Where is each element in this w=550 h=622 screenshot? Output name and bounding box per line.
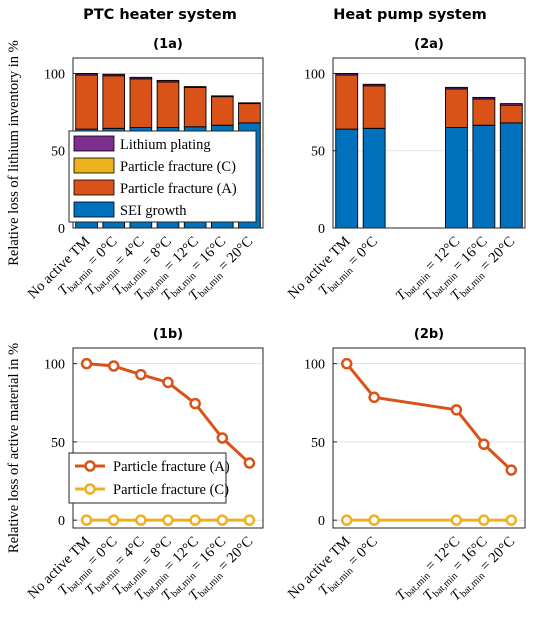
bar-segment-lithium-plating	[445, 86, 468, 90]
legend-swatch-sei-growth	[73, 201, 115, 218]
y-tick-label: 50	[311, 145, 325, 160]
column-title-ptc: PTC heater system	[83, 7, 237, 23]
bar-segment-particle-fracture-a	[129, 78, 153, 128]
bar-segment-lithium-plating	[102, 73, 126, 77]
panel-title: (2a)	[414, 37, 444, 52]
y-tick-label: 100	[44, 358, 65, 373]
bar-segment-particle-fracture-a	[335, 74, 359, 130]
bar-segment-lithium-plating	[238, 102, 261, 105]
data-point-particle-fracture-a	[189, 397, 201, 410]
bar-segment-lithium-plating	[156, 79, 180, 83]
bar-segment-particle-fracture-a	[445, 88, 468, 128]
y-tick-label: 0	[58, 222, 65, 237]
data-point-particle-fracture-c	[216, 514, 229, 526]
data-point-particle-fracture-a	[216, 432, 229, 444]
bar-segment-lithium-plating	[362, 83, 386, 87]
panel-title: (1b)	[153, 327, 183, 342]
bar-segment-sei-growth	[472, 124, 496, 229]
data-point-particle-fracture-a	[505, 464, 518, 476]
legend-label-particle-fracture-a: Particle fracture (A)	[120, 181, 237, 197]
y-tick-label: 0	[318, 514, 325, 529]
bar-segment-sei-growth	[445, 127, 468, 229]
legend-label-sei-growth: SEI growth	[120, 203, 187, 219]
bar-segment-sei-growth	[335, 128, 359, 229]
bar-segment-particle-fracture-a	[499, 104, 523, 124]
y-tick-label: 0	[318, 222, 325, 237]
data-point-particle-fracture-a	[135, 368, 147, 381]
legend-swatch-particle-fracture-a	[73, 179, 115, 196]
bar-segment-particle-fracture-a	[183, 86, 207, 128]
data-point-particle-fracture-c	[135, 514, 147, 526]
chart-1b-lam-ptc: 0 50 100 (1b) Relative loss of active materi…	[6, 327, 264, 604]
legend-label-particle-fracture-a: Particle fracture (A)	[113, 459, 230, 475]
y-axis-label: Relative loss of lithium inventory in %	[6, 40, 22, 266]
bar-segment-lithium-plating	[335, 73, 359, 76]
data-point-particle-fracture-c	[162, 514, 174, 526]
bar-segment-lithium-plating	[75, 73, 98, 76]
data-point-particle-fracture-c	[450, 514, 463, 526]
panel-title: (1a)	[153, 37, 183, 52]
data-point-particle-fracture-a	[162, 376, 174, 389]
data-point-particle-fracture-a	[107, 360, 120, 372]
bar-segment-lithium-plating	[210, 95, 234, 98]
data-point-particle-fracture-a	[368, 391, 380, 404]
axes-frame	[332, 57, 526, 229]
bar-segment-lithium-plating	[183, 86, 207, 88]
bar-segment-lithium-plating	[472, 96, 496, 100]
y-tick-label: 50	[51, 436, 65, 451]
legend-label-particle-fracture-c: Particle fracture (C)	[120, 159, 236, 175]
data-point-particle-fracture-a	[340, 357, 353, 370]
chart-1a-lli-ptc: 0 50 100 (1a) Relative loss of lithium inven…	[6, 37, 264, 304]
data-point-particle-fracture-c	[478, 514, 490, 526]
data-point-particle-fracture-c	[368, 514, 380, 526]
data-point-particle-fracture-c	[340, 514, 353, 526]
bar-segment-particle-fracture-a	[102, 75, 126, 129]
legend-swatch-lithium-plating	[73, 135, 115, 152]
bar-segment-lithium-plating	[499, 103, 523, 106]
bar-segment-particle-fracture-a	[472, 98, 496, 126]
axes-frame	[332, 347, 526, 529]
data-point-particle-fracture-c	[107, 514, 120, 526]
column-title-heat-pump: Heat pump system	[333, 7, 487, 23]
y-tick-label: 100	[44, 67, 65, 82]
y-tick-label: 50	[311, 436, 325, 451]
data-point-particle-fracture-c	[505, 514, 518, 526]
y-tick-label: 50	[51, 145, 65, 160]
bar-segment-sei-growth	[499, 122, 523, 229]
data-point-particle-fracture-a	[478, 438, 490, 451]
bar-segment-sei-growth	[362, 127, 386, 229]
legend-box	[68, 452, 227, 504]
data-point-particle-fracture-c	[243, 514, 256, 526]
data-point-particle-fracture-a	[450, 404, 463, 416]
panel-title: (2b)	[414, 327, 444, 342]
legend-label-lithium-plating: Lithium plating	[120, 137, 211, 153]
bar-segment-particle-fracture-a	[156, 81, 180, 128]
y-tick-label: 100	[304, 358, 325, 373]
legend-swatch-particle-fracture-c	[73, 157, 115, 174]
bar-segment-particle-fracture-a	[210, 96, 234, 126]
axes-frame	[72, 347, 264, 529]
bar-segment-particle-fracture-a	[362, 85, 386, 129]
y-tick-label: 100	[304, 67, 325, 82]
series-line-particle-fracture-a	[345, 362, 513, 472]
legend-marker-particle-fracture-a	[84, 460, 96, 472]
legend-marker-particle-fracture-c	[84, 483, 96, 495]
bar-segment-particle-fracture-a	[238, 103, 261, 124]
legend-label-particle-fracture-c: Particle fracture (C)	[113, 482, 229, 498]
bar-segment-particle-fracture-a	[75, 74, 98, 130]
y-tick-label: 0	[58, 514, 65, 529]
bar-segment-lithium-plating	[129, 76, 153, 80]
data-point-particle-fracture-c	[189, 514, 201, 526]
y-axis-label: Relative loss of active material in %	[6, 343, 22, 553]
data-point-particle-fracture-c	[80, 514, 93, 526]
data-point-particle-fracture-a	[80, 357, 93, 370]
data-point-particle-fracture-a	[243, 457, 256, 469]
